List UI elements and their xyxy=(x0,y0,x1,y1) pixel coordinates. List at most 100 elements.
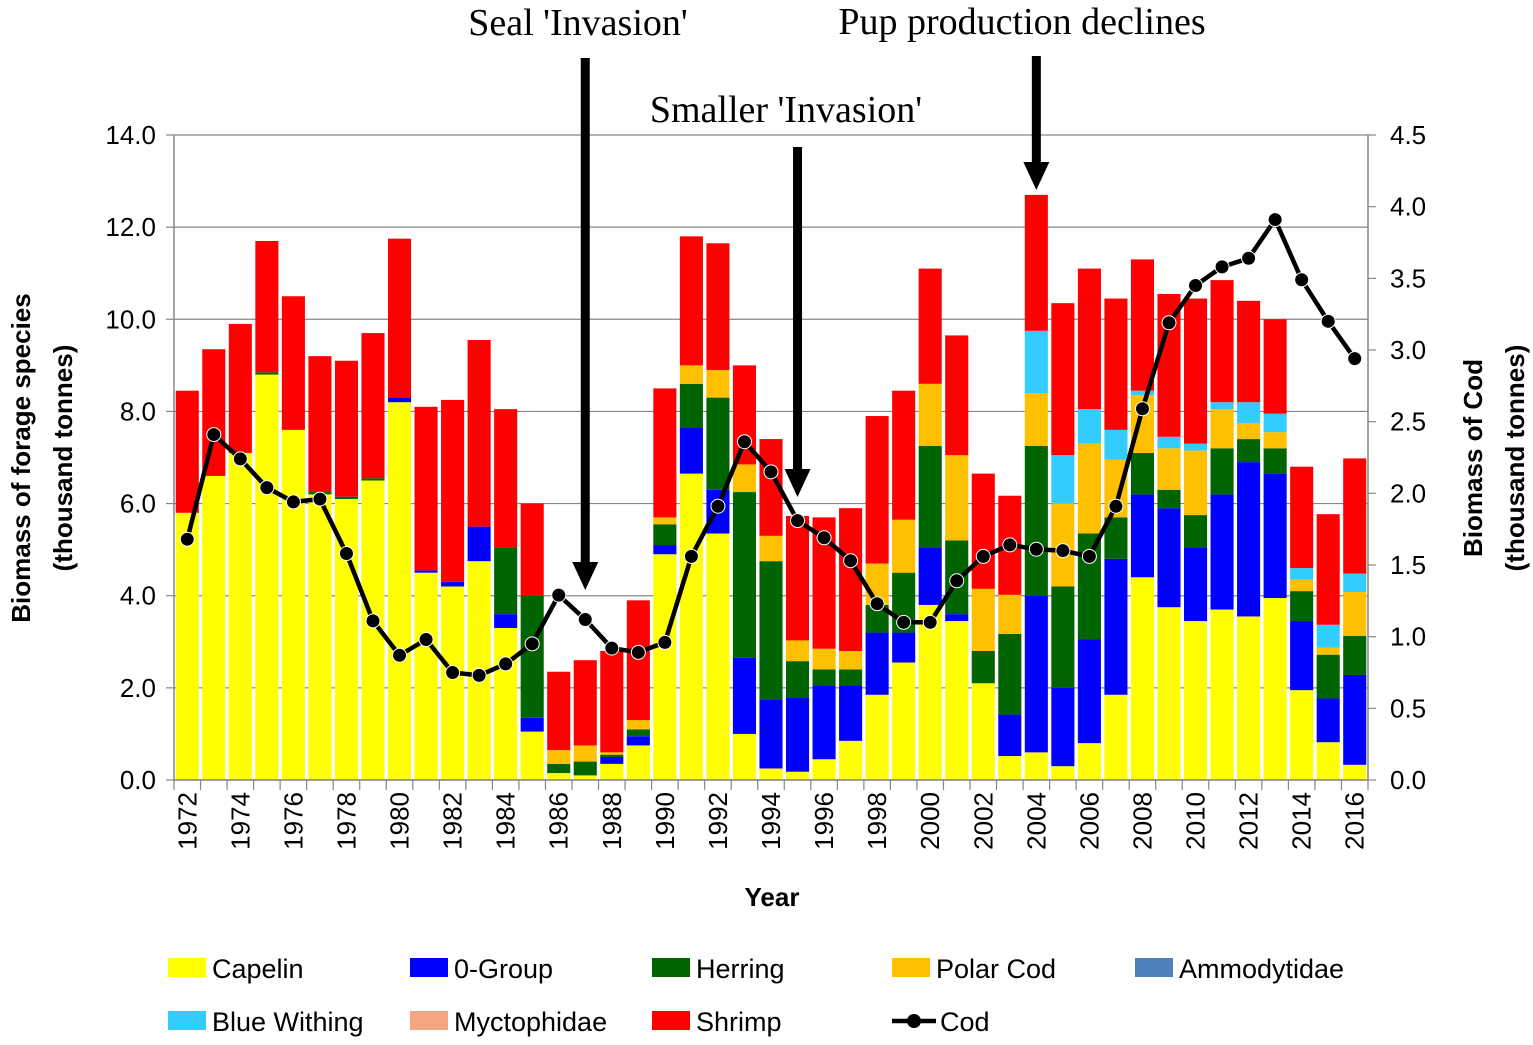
bars xyxy=(175,194,1367,780)
bar-shrimp-1975 xyxy=(255,240,279,373)
annotation-arrow-head-1987 xyxy=(572,562,599,590)
cod-point-1978 xyxy=(338,546,354,562)
bar-herring-2014 xyxy=(1290,591,1314,622)
cod-point-1995 xyxy=(790,513,806,529)
cod-point-1994 xyxy=(763,464,779,480)
bar-shrimp-2000 xyxy=(918,268,942,384)
bar-0-group-2008 xyxy=(1130,494,1155,578)
legend-label-shrimp: Shrimp xyxy=(696,1007,782,1037)
bar-herring-1993 xyxy=(732,492,757,658)
x-tick-label: 2010 xyxy=(1181,792,1211,850)
bar-blue-withing-2011 xyxy=(1210,402,1234,410)
bar-blue-withing-2015 xyxy=(1316,624,1340,648)
cod-point-1992 xyxy=(710,498,726,514)
annotations: Seal 'Invasion' Smaller 'Invasion' Pup pro… xyxy=(468,1,1206,590)
bar-herring-2007 xyxy=(1104,517,1128,559)
y-right-tick-label: 0.5 xyxy=(1390,693,1426,723)
bar-polar-cod-1991 xyxy=(679,365,703,384)
bar-capelin-1997 xyxy=(839,740,863,780)
annotation-text-1995: Smaller 'Invasion' xyxy=(650,89,922,131)
cod-point-2001 xyxy=(949,573,965,589)
bar-herring-2008 xyxy=(1130,452,1155,495)
x-tick-label: 2006 xyxy=(1074,792,1104,850)
bar-0-group-1993 xyxy=(732,657,757,734)
bar-polar-cod-1990 xyxy=(653,517,677,525)
bar-capelin-1981 xyxy=(414,572,438,780)
bar-herring-1975 xyxy=(255,372,279,375)
bar-herring-1998 xyxy=(865,604,889,633)
bar-capelin-2003 xyxy=(998,756,1022,780)
bar-shrimp-1995 xyxy=(785,516,810,641)
cod-point-2013 xyxy=(1267,212,1283,228)
bar-capelin-2009 xyxy=(1157,607,1181,780)
bar-shrimp-2009 xyxy=(1157,293,1181,437)
cod-point-1987 xyxy=(577,611,593,627)
bar-shrimp-1999 xyxy=(892,390,916,520)
cod-point-2014 xyxy=(1294,272,1310,288)
legend-swatch-capelin xyxy=(168,958,206,977)
cod-point-1984 xyxy=(498,656,514,672)
bar-blue-withing-2009 xyxy=(1157,436,1181,449)
bar-capelin-1985 xyxy=(520,731,544,780)
bar-0-group-1994 xyxy=(759,699,783,769)
bar-shrimp-1977 xyxy=(308,356,332,493)
cod-point-2005 xyxy=(1055,543,1071,559)
bar-capelin-2001 xyxy=(945,621,969,780)
y-left-tick-label: 6.0 xyxy=(120,489,156,519)
bar-shrimp-2016 xyxy=(1343,458,1367,574)
cod-point-1997 xyxy=(843,553,859,569)
x-tick-label: 1972 xyxy=(172,792,202,850)
bar-polar-cod-1988 xyxy=(600,752,624,755)
bar-herring-1996 xyxy=(812,669,836,686)
bar-herring-2009 xyxy=(1157,489,1181,509)
bar-0-group-2012 xyxy=(1237,462,1261,617)
legend-label-capelin: Capelin xyxy=(212,954,304,984)
bar-capelin-1982 xyxy=(441,586,465,780)
bar-0-group-2013 xyxy=(1263,473,1287,599)
legend-label-herring: Herring xyxy=(696,954,785,984)
cod-point-1974 xyxy=(232,451,248,467)
x-tick-label: 1982 xyxy=(438,792,468,850)
cod-point-2015 xyxy=(1320,313,1336,329)
bar-blue-withing-2014 xyxy=(1290,568,1314,580)
bar-capelin-1984 xyxy=(494,627,518,780)
bar-0-group-1982 xyxy=(441,581,465,587)
cod-point-1985 xyxy=(524,636,540,652)
bar-herring-1991 xyxy=(679,383,703,428)
bar-blue-withing-2012 xyxy=(1237,402,1261,423)
x-tick-label: 2008 xyxy=(1127,792,1157,850)
x-tick-label: 1978 xyxy=(331,792,361,850)
x-tick-label: 1988 xyxy=(597,792,627,850)
bar-0-group-1995 xyxy=(785,697,810,772)
bar-capelin-1989 xyxy=(626,745,650,780)
bar-herring-1978 xyxy=(334,496,359,499)
x-tick-label: 1990 xyxy=(650,792,680,850)
bar-blue-withing-2006 xyxy=(1077,409,1101,444)
cod-point-1989 xyxy=(630,644,646,660)
bar-shrimp-2011 xyxy=(1210,280,1234,403)
cod-point-1996 xyxy=(816,530,832,546)
bar-shrimp-1974 xyxy=(228,323,252,453)
legend-label-0-group: 0-Group xyxy=(454,954,553,984)
legend-swatch-polar-cod xyxy=(892,958,930,977)
y-left-title-line2: (thousand tonnes) xyxy=(48,345,78,572)
bar-polar-cod-1994 xyxy=(759,535,783,562)
bar-0-group-2010 xyxy=(1183,547,1208,622)
bar-shrimp-1983 xyxy=(467,340,491,527)
cod-point-1993 xyxy=(736,434,752,450)
bar-polar-cod-2009 xyxy=(1157,448,1181,490)
bar-shrimp-2001 xyxy=(945,335,969,456)
bar-blue-withing-2010 xyxy=(1183,443,1208,451)
legend-swatch-ammodytidae xyxy=(1135,958,1173,977)
bar-0-group-1980 xyxy=(387,397,412,403)
bar-shrimp-2012 xyxy=(1237,300,1261,403)
bar-shrimp-2010 xyxy=(1183,298,1208,444)
bar-blue-withing-2008 xyxy=(1130,390,1155,396)
bar-shrimp-1987 xyxy=(573,660,597,746)
bar-polar-cod-2012 xyxy=(1237,422,1261,440)
bar-shrimp-2007 xyxy=(1104,298,1128,430)
bar-herring-1997 xyxy=(839,669,863,686)
bar-capelin-1975 xyxy=(255,374,279,780)
bar-polar-cod-2000 xyxy=(918,383,942,446)
bar-herring-1989 xyxy=(626,729,650,737)
